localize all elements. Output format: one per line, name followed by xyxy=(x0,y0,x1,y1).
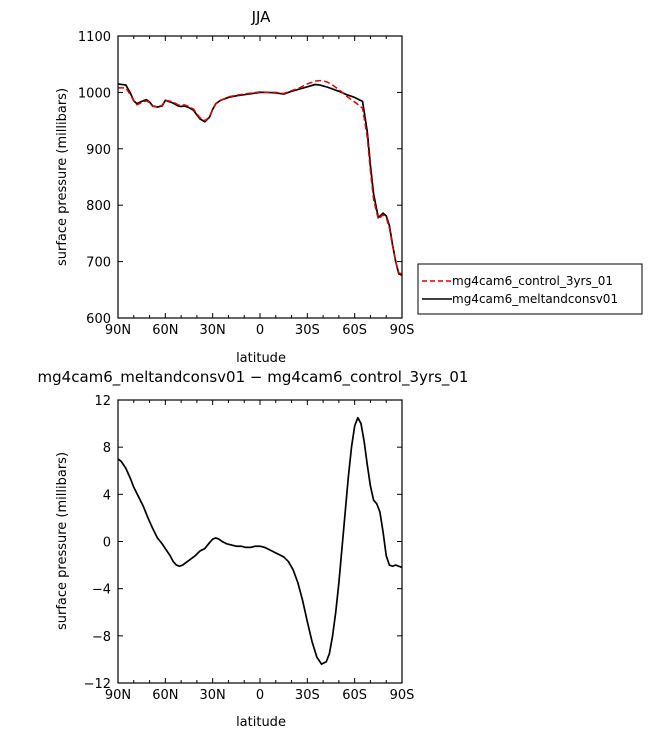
bottom-x-tick-label: 90S xyxy=(390,688,415,703)
top-series-line-mg4cam6-meltandconsv01 xyxy=(117,83,403,276)
bottom-series-group xyxy=(117,416,403,665)
bottom-x-tick-label: 60S xyxy=(342,688,367,703)
top-y-axis-label: surface pressure (millibars) xyxy=(55,88,70,266)
bottom-x-tick-label: 90N xyxy=(105,688,131,703)
top-y-tick-label: 1100 xyxy=(78,30,111,45)
bottom-y-tick-label: 8 xyxy=(103,441,111,456)
top-tick-group: 90N 60N 30N 0 30S 60S 90S 600 700 800 900 1000 1100 xyxy=(78,30,414,338)
bottom-y-tick-label: −8 xyxy=(92,630,111,645)
bottom-x-tick-label: 60N xyxy=(152,688,178,703)
bottom-y-tick-label: −4 xyxy=(92,583,111,598)
bottom-x-tick-label: 0 xyxy=(256,688,264,703)
top-y-tick-label: 1000 xyxy=(78,86,111,101)
legend: mg4cam6_control_3yrs_01 mg4cam6_meltandc… xyxy=(417,263,643,315)
top-x-tick-label: 60N xyxy=(152,323,178,338)
top-y-tick-label: 900 xyxy=(86,143,111,158)
bottom-y-tick-label: −12 xyxy=(84,677,111,692)
bottom-y-axis-label: surface pressure (millibars) xyxy=(55,452,70,630)
top-series-line-mg4cam6-control-3yrs-01 xyxy=(118,79,403,275)
legend-label-control: mg4cam6_control_3yrs_01 xyxy=(452,274,613,288)
bottom-x-tick-label: 30S xyxy=(295,688,320,703)
top-x-tick-label: 30S xyxy=(295,323,320,338)
bottom-y-tick-label: 4 xyxy=(103,488,111,503)
top-y-tick-label: 700 xyxy=(86,256,111,271)
top-chart-title: JJA xyxy=(251,8,272,26)
bottom-y-tick-label: 12 xyxy=(94,394,111,409)
legend-label-meltandconsv: mg4cam6_meltandconsv01 xyxy=(452,292,618,306)
bottom-plot-frame xyxy=(117,399,403,684)
bottom-x-axis-label: latitude xyxy=(236,715,286,730)
top-series-group xyxy=(117,79,403,276)
bottom-chart-panel: mg4cam6_meltandconsv01 − mg4cam6_control… xyxy=(38,368,469,730)
top-x-tick-label: 90N xyxy=(105,323,131,338)
top-x-tick-label: 90S xyxy=(390,323,415,338)
top-x-tick-label: 30N xyxy=(200,323,226,338)
bottom-y-tick-label: 0 xyxy=(103,536,111,551)
top-x-tick-label: 0 xyxy=(256,323,264,338)
bottom-chart-title: mg4cam6_meltandconsv01 − mg4cam6_control… xyxy=(38,368,469,387)
top-plot-frame xyxy=(117,35,403,319)
top-y-tick-label: 600 xyxy=(86,312,111,327)
legend-box xyxy=(417,263,643,315)
bottom-tick-group: 90N 60N 30N 0 30S 60S 90S −12 −8 −4 0 4 8 12 xyxy=(84,394,415,703)
top-x-axis-label: latitude xyxy=(236,351,286,366)
top-x-tick-label: 60S xyxy=(342,323,367,338)
top-chart-panel: JJA surface pressure (millibars) latitud… xyxy=(55,8,414,366)
bottom-x-tick-label: 30N xyxy=(200,688,226,703)
bottom-series-line-difference xyxy=(117,416,403,665)
top-y-tick-label: 800 xyxy=(86,199,111,214)
